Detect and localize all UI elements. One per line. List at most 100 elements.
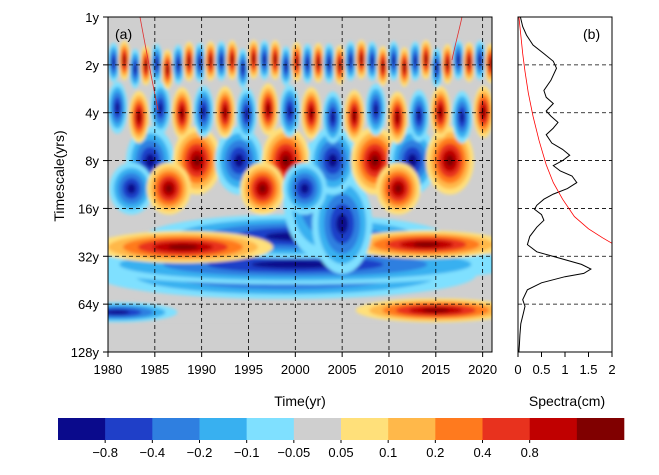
panel-label-a: (a) xyxy=(115,26,132,42)
positive-cell xyxy=(209,57,212,65)
positive-cell xyxy=(489,60,492,67)
x-tick-label: 1985 xyxy=(140,362,169,377)
negative-cell xyxy=(112,58,115,67)
negative-cell xyxy=(234,153,244,168)
positive-cell xyxy=(188,58,191,65)
negative-cell xyxy=(133,64,137,73)
colorbar-swatch xyxy=(576,418,625,440)
grid-a xyxy=(108,17,492,352)
positive-cell xyxy=(144,62,147,69)
positive-cell xyxy=(352,111,356,121)
negative-cell xyxy=(155,59,158,68)
negative-cell xyxy=(201,106,206,117)
positive-cell xyxy=(252,55,255,63)
negative-cell xyxy=(373,104,378,115)
colorbar-swatch xyxy=(435,418,483,440)
y-tick-label: 2y xyxy=(85,58,99,73)
colorbar-label: 0.2 xyxy=(426,445,444,460)
frame-a xyxy=(107,16,493,353)
negative-cell xyxy=(392,56,395,65)
panel-label-b: (b) xyxy=(583,26,600,42)
y-tick-label: 8y xyxy=(85,154,99,169)
colorbar-label: 0.4 xyxy=(473,445,491,460)
colorbar-swatch xyxy=(482,418,530,440)
x-tick-label: 0.5 xyxy=(532,362,550,377)
negative-cell xyxy=(198,58,201,67)
negative-cell xyxy=(220,56,223,65)
y-axis-a: 1y 2y 4y 8y 16y 32y 64y 128y xyxy=(71,10,108,360)
negative-cell xyxy=(263,55,266,64)
positive-cell xyxy=(231,56,234,64)
x-tick-label: 1990 xyxy=(187,362,216,377)
negative-cell xyxy=(457,55,460,64)
colorbar-label: −0.2 xyxy=(187,445,213,460)
colorbar-label: 0.1 xyxy=(379,445,397,460)
positive-cell xyxy=(424,56,427,63)
colorbar-swatch xyxy=(293,418,342,440)
negative-cell xyxy=(478,55,482,64)
positive-cell xyxy=(167,244,198,250)
negative-cell xyxy=(460,111,465,123)
negative-cell xyxy=(370,57,374,66)
x-tick-label: 1.5 xyxy=(579,362,597,377)
y-tick-label: 128y xyxy=(71,345,100,360)
cone-of-influence-left xyxy=(139,17,159,111)
x-tick-label: 2005 xyxy=(328,362,357,377)
positive-cell xyxy=(395,113,400,122)
positive-cell xyxy=(381,62,384,70)
x-axis-b: 0 0.5 1 1.5 2 xyxy=(514,352,616,377)
x-tick-label: 2000 xyxy=(281,362,310,377)
negative-cell xyxy=(284,62,288,71)
colorbar-swatch xyxy=(388,418,436,440)
negative-cell xyxy=(158,103,163,114)
positive-cell xyxy=(258,184,267,193)
negative-cell xyxy=(115,102,120,113)
negative-cell xyxy=(416,110,421,122)
positive-cell xyxy=(445,154,454,167)
lower-gray xyxy=(108,327,492,352)
negative-cell xyxy=(108,310,130,315)
positive-cell xyxy=(422,308,450,313)
positive-cell xyxy=(438,107,443,117)
x-axis-title-b: Spectra(cm) xyxy=(529,393,605,409)
y-tick-label: 16y xyxy=(78,201,99,216)
positive-cell xyxy=(192,154,201,167)
x-axis-title-a: Time(yr) xyxy=(274,393,326,409)
positive-cell xyxy=(123,56,126,64)
global-spectrum-line xyxy=(518,17,592,352)
frame-b xyxy=(517,16,613,353)
x-tick-label: 1980 xyxy=(94,362,123,377)
negative-cell xyxy=(349,56,352,65)
colorbar-swatch xyxy=(58,418,106,440)
positive-cell xyxy=(394,184,403,193)
y-tick-label: 64y xyxy=(78,297,99,312)
positive-cell xyxy=(403,63,406,71)
positive-cell xyxy=(223,107,227,117)
positive-cell xyxy=(413,242,440,247)
positive-cell xyxy=(295,58,298,66)
upper-gray xyxy=(108,17,492,41)
negative-cell xyxy=(127,183,136,194)
significance-line xyxy=(518,17,612,244)
negative-cell xyxy=(300,183,310,194)
colorbar-swatch xyxy=(105,418,153,440)
positive-cell xyxy=(468,58,471,66)
positive-cell xyxy=(446,60,449,68)
x-tick-label: 1995 xyxy=(234,362,263,377)
x-tick-label: 2 xyxy=(608,362,615,377)
colorbar-label: 0.05 xyxy=(328,445,353,460)
colorbar-swatch xyxy=(529,418,578,440)
panel-b: 0 0.5 1 1.5 2 (b) Spectra(cm) xyxy=(514,16,616,409)
panel-a: 1980 1985 1990 1995 2000 2005 2010 2015 2020 1y 2… xyxy=(51,10,497,409)
positive-cell xyxy=(360,55,363,63)
negative-cell xyxy=(244,108,249,120)
colorbar-label: −0.8 xyxy=(92,445,118,460)
colorbar-swatch xyxy=(152,418,200,440)
colorbar-label: −0.4 xyxy=(139,445,165,460)
y-tick-label: 4y xyxy=(85,106,99,121)
y-tick-label: 1y xyxy=(85,10,99,25)
positive-cell xyxy=(274,56,277,64)
colorbar-label: 0.8 xyxy=(521,445,539,460)
negative-cell xyxy=(306,59,309,68)
positive-cell xyxy=(137,112,141,122)
